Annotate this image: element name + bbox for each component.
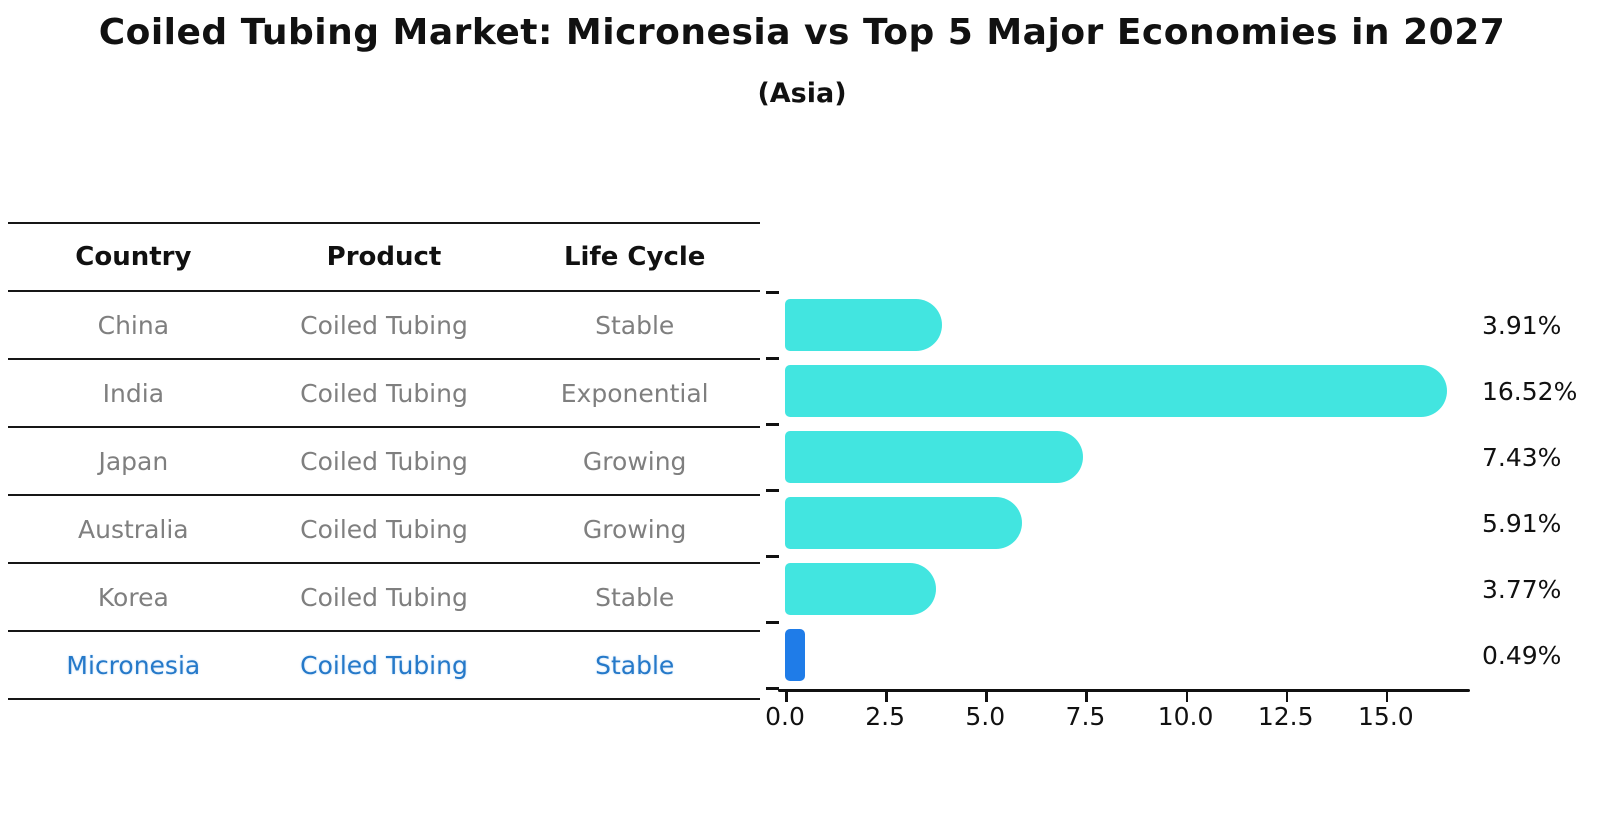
bar-value-label: 3.91%: [1482, 310, 1562, 340]
bar-row-japan: 7.43%: [785, 424, 1604, 490]
cell-country: India: [102, 378, 165, 408]
table-row-korea: Korea Coiled Tubing Stable: [8, 564, 760, 632]
bar-track: [785, 490, 1470, 556]
chart-subtitle: (Asia): [757, 78, 847, 109]
table-header-product: Product: [326, 242, 442, 272]
table-body: China Coiled Tubing Stable India Coiled Tubi…: [8, 292, 760, 700]
table-header-row: Country Product Life Cycle: [8, 224, 760, 292]
table-row-australia: Australia Coiled Tubing Growing: [8, 496, 760, 564]
cell-lifecycle: Growing: [582, 446, 687, 476]
y-tick-mark: [766, 291, 779, 294]
bar-row-china: 3.91%: [785, 292, 1604, 358]
bar-row-australia: 5.91%: [785, 490, 1604, 556]
x-tick-mark: [785, 692, 788, 702]
bar-japan: [785, 431, 1083, 483]
x-tick-mark: [885, 692, 888, 702]
cell-product: Coiled Tubing: [300, 582, 468, 612]
table-row-china: China Coiled Tubing Stable: [8, 292, 760, 360]
cell-lifecycle: Stable: [595, 582, 675, 612]
bar-australia: [785, 497, 1022, 549]
bar-row-india: 16.52%: [785, 358, 1604, 424]
bar-value-label: 7.43%: [1482, 442, 1562, 472]
bar-row-korea: 3.77%: [785, 556, 1604, 622]
bar-india: [785, 365, 1447, 417]
y-tick-mark: [766, 555, 779, 558]
x-axis-line: [778, 689, 1470, 692]
cell-country: China: [97, 310, 170, 340]
bar-track: [785, 556, 1470, 622]
x-tick-mark: [1385, 692, 1389, 702]
country-table: Country Product Life Cycle China Coiled T…: [8, 222, 760, 700]
table-header-lifecycle: Life Cycle: [563, 242, 706, 272]
x-tick-label: 15.0: [1358, 702, 1414, 731]
x-tick-label: 7.5: [1065, 702, 1106, 731]
cell-product: Coiled Tubing: [300, 446, 468, 476]
x-tick-label: 2.5: [865, 702, 906, 731]
table-row-japan: Japan Coiled Tubing Growing: [8, 428, 760, 496]
cell-lifecycle: Growing: [582, 514, 687, 544]
bar-chart: 3.91% 16.52% 7.43% 5.91% 3.77% 0.49%: [785, 292, 1604, 688]
cell-country: Japan: [98, 446, 169, 476]
bar-value-label: 16.52%: [1482, 376, 1578, 406]
bar-track: [785, 622, 1470, 688]
x-tick-label: 5.0: [965, 702, 1006, 731]
y-tick-mark: [766, 357, 779, 360]
bar-row-micronesia: 0.49%: [785, 622, 1604, 688]
y-tick-mark: [766, 423, 779, 426]
y-tick-mark: [766, 489, 779, 492]
bar-track: [785, 292, 1470, 358]
bar-value-label: 3.77%: [1482, 574, 1562, 604]
cell-product: Coiled Tubing: [300, 650, 468, 680]
table-row-india: India Coiled Tubing Exponential: [8, 360, 760, 428]
x-tick-label: 10.0: [1157, 702, 1214, 731]
table-row-micronesia: Micronesia Coiled Tubing Stable: [8, 632, 760, 700]
bar-china: [785, 299, 942, 351]
x-tick-mark: [1085, 692, 1088, 702]
bar-micronesia: [785, 629, 805, 681]
x-tick-mark: [1185, 692, 1189, 702]
cell-product: Coiled Tubing: [300, 514, 468, 544]
x-tick-label: 0.0: [765, 702, 805, 731]
table-header-country: Country: [75, 242, 192, 272]
cell-lifecycle: Exponential: [560, 378, 709, 408]
cell-country: Australia: [78, 514, 189, 544]
chart-title: Coiled Tubing Market: Micronesia vs Top …: [98, 12, 1506, 53]
y-tick-mark: [766, 621, 779, 624]
bar-value-label: 0.49%: [1482, 640, 1562, 670]
cell-lifecycle: Stable: [595, 310, 675, 340]
cell-country: Korea: [97, 582, 169, 612]
cell-lifecycle: Stable: [595, 650, 675, 680]
cell-product: Coiled Tubing: [300, 310, 468, 340]
bar-korea: [785, 563, 936, 615]
x-tick-mark: [985, 692, 988, 702]
bar-track: [785, 424, 1470, 490]
x-tick-mark: [1285, 692, 1289, 702]
cell-product: Coiled Tubing: [300, 378, 468, 408]
x-tick-label: 12.5: [1257, 702, 1314, 731]
cell-country: Micronesia: [66, 650, 201, 680]
bar-value-label: 5.91%: [1482, 508, 1562, 538]
y-tick-mark: [766, 687, 779, 690]
bar-track: [785, 358, 1470, 424]
